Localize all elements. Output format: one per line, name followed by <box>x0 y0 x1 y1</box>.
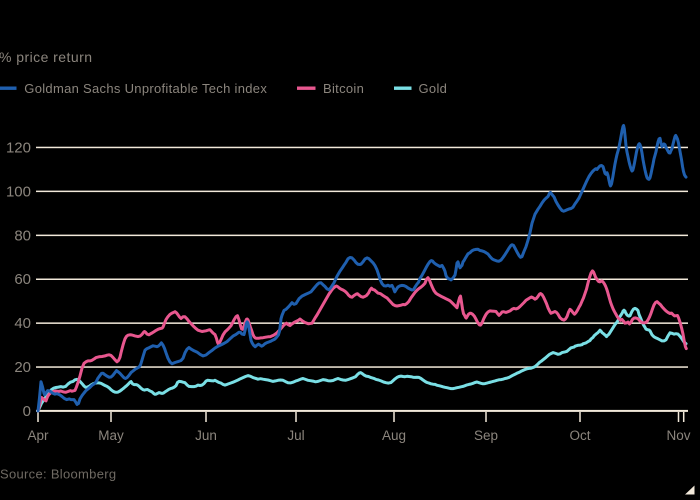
svg-text:20: 20 <box>14 359 31 376</box>
svg-text:Source: Bloomberg: Source: Bloomberg <box>0 467 116 482</box>
svg-text:40: 40 <box>14 315 31 332</box>
svg-text:% price return: % price return <box>0 49 92 65</box>
svg-text:Bitcoin: Bitcoin <box>323 81 364 96</box>
svg-text:Jun: Jun <box>195 428 217 443</box>
svg-text:Oct: Oct <box>569 428 590 443</box>
svg-text:120: 120 <box>6 140 31 157</box>
svg-text:Jul: Jul <box>287 428 304 443</box>
svg-text:Goldman Sachs Unprofitable Tec: Goldman Sachs Unprofitable Tech index <box>24 81 267 96</box>
svg-text:60: 60 <box>14 271 31 288</box>
svg-text:Aug: Aug <box>382 428 406 443</box>
svg-text:Nov: Nov <box>666 428 690 443</box>
svg-text:Sep: Sep <box>474 428 498 443</box>
svg-text:100: 100 <box>6 183 31 200</box>
svg-text:Gold: Gold <box>419 81 448 96</box>
svg-text:Apr: Apr <box>27 428 49 443</box>
svg-text:May: May <box>98 428 124 443</box>
svg-text:80: 80 <box>14 227 31 244</box>
svg-text:0: 0 <box>23 403 31 420</box>
